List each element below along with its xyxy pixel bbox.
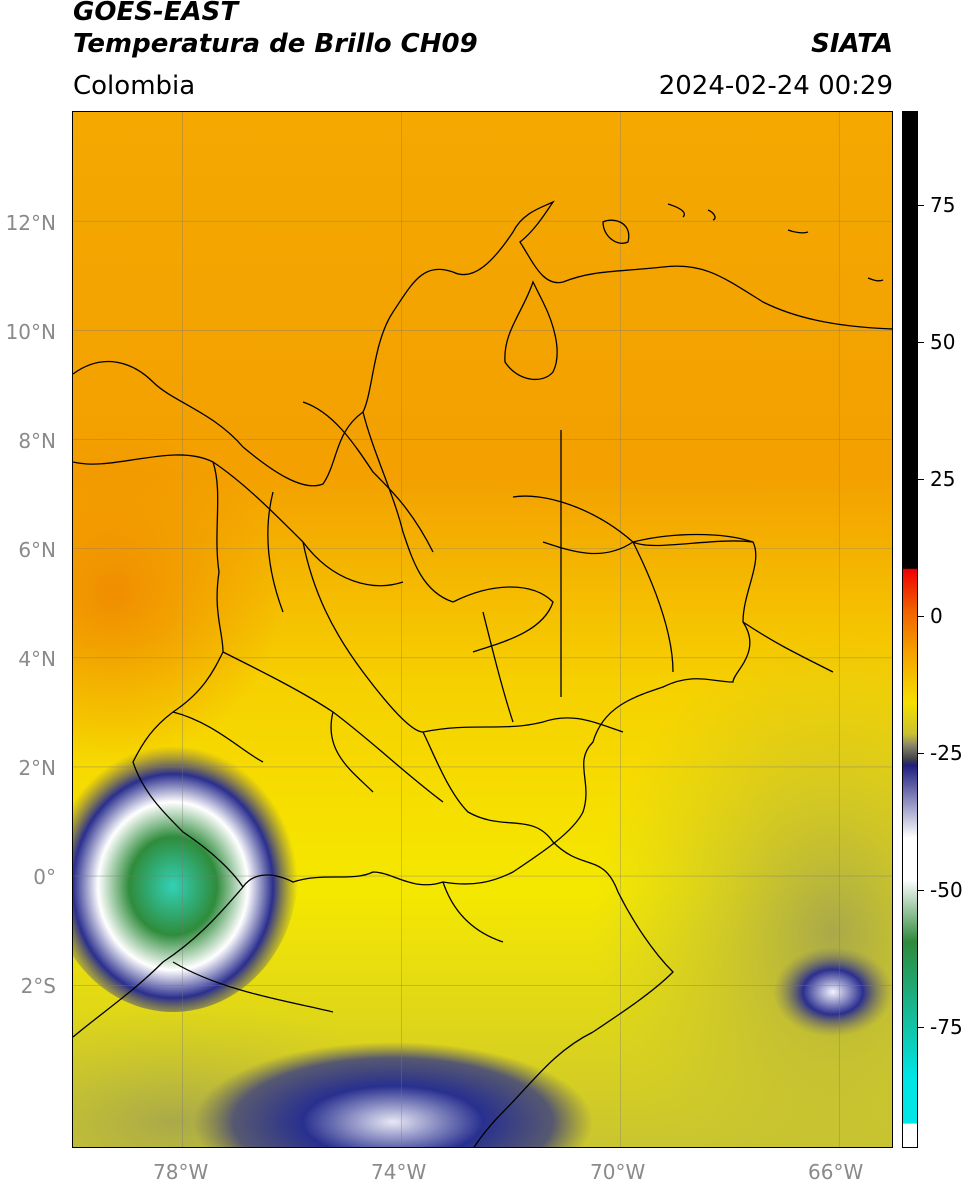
pacific-storm	[73, 732, 298, 1012]
lon-label-70w: 70°W	[590, 1160, 646, 1184]
satellite-map	[72, 111, 893, 1148]
colorbar	[902, 111, 918, 1148]
colorbar-tick-neg75	[918, 1027, 924, 1028]
lat-label-2s: 2°S	[20, 974, 56, 998]
colorbar-label-25: 25	[930, 467, 956, 491]
colorbar-gradient	[903, 112, 917, 1147]
colorbar-tick-50	[918, 342, 924, 343]
south-cold-clouds	[193, 1042, 593, 1147]
colorbar-label-neg25: -25	[930, 741, 963, 765]
lon-label-78w: 78°W	[153, 1160, 209, 1184]
lat-label-12n: 12°N	[5, 211, 56, 235]
lat-label-4n: 4°N	[18, 647, 56, 671]
gridlines	[73, 112, 892, 1147]
lat-label-6n: 6°N	[18, 538, 56, 562]
colorbar-label-75: 75	[930, 193, 956, 217]
lon-label-74w: 74°W	[371, 1160, 427, 1184]
source-label: SIATA	[811, 29, 893, 59]
colorbar-label-neg75: -75	[930, 1015, 963, 1039]
colorbar-label-0: 0	[930, 604, 943, 628]
map-canvas	[73, 112, 892, 1147]
lat-label-10n: 10°N	[5, 320, 56, 344]
colorbar-tick-75	[918, 205, 924, 206]
lat-label-2n: 2°N	[18, 756, 56, 780]
colorbar-tick-neg25	[918, 753, 924, 754]
lon-label-66w: 66°W	[808, 1160, 864, 1184]
lat-label-0: 0°	[33, 865, 56, 889]
datetime-label: 2024-02-24 00:29	[658, 71, 893, 101]
country-borders	[73, 200, 892, 1147]
colorbar-tick-neg50	[918, 890, 924, 891]
colorbar-label-50: 50	[930, 330, 956, 354]
lat-label-8n: 8°N	[18, 429, 56, 453]
warm-region	[73, 422, 283, 762]
region-label: Colombia	[73, 71, 196, 101]
product-title: Temperatura de Brillo CH09	[73, 29, 478, 59]
east-storm	[773, 947, 892, 1037]
colorbar-tick-0	[918, 616, 924, 617]
satellite-title: GOES-EAST	[73, 0, 239, 27]
colorbar-label-neg50: -50	[930, 878, 963, 902]
colorbar-tick-25	[918, 479, 924, 480]
